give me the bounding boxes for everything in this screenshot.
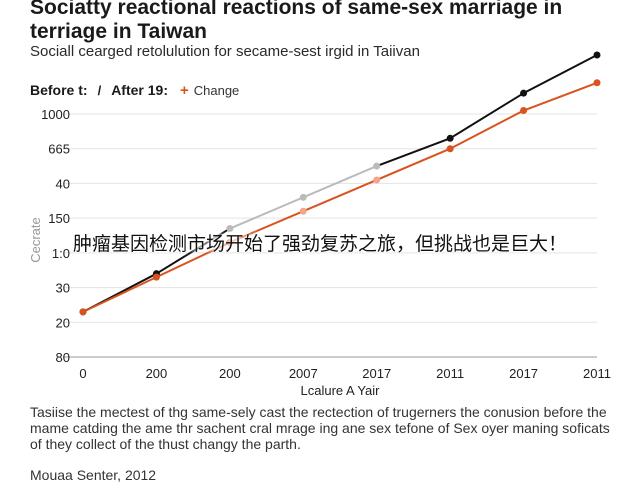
- data-point: [520, 107, 528, 115]
- y-axis-label: Cecrate: [28, 217, 43, 263]
- data-point: [226, 238, 234, 246]
- y-tick-label: 30: [56, 281, 70, 296]
- chart-title: Sociatty reactional reactions of same-se…: [30, 0, 563, 43]
- x-tick-label: 2007: [289, 366, 318, 381]
- y-tick-label: 150: [48, 211, 70, 226]
- data-point: [446, 145, 454, 153]
- y-tick-label: 80: [56, 350, 70, 365]
- legend-after-label: After 19:: [111, 82, 168, 98]
- y-tick-label: 1:0: [52, 246, 70, 261]
- legend-change-marker-icon: +: [179, 81, 189, 99]
- series-line-segment: [155, 241, 231, 279]
- series-line-segment: [155, 227, 231, 275]
- chart-caption: Tasiise the mectest of thg same-sely cas…: [30, 404, 610, 452]
- data-point: [373, 162, 381, 170]
- data-point: [593, 79, 601, 87]
- series-line-segment: [375, 137, 452, 168]
- legend: Before t: / After 19: + Change: [30, 80, 239, 100]
- series-line-segment: [82, 276, 158, 313]
- series-line-segment: [302, 178, 378, 213]
- x-tick-label: 200: [219, 366, 241, 381]
- series-line-segment: [228, 210, 305, 244]
- series-line-segment: [522, 81, 598, 112]
- chart-source: Mouaa Senter, 2012: [30, 467, 157, 483]
- data-point: [299, 207, 307, 215]
- data-point: [593, 51, 601, 59]
- chart-subtitle: Sociall cearged retolulution for secame-…: [30, 43, 420, 60]
- data-point: [152, 273, 160, 281]
- overlay-banner-text: 肿瘤基因检测市场开始了强劲复苏之旅，但挑战也是巨大！: [72, 233, 567, 255]
- data-point: [446, 134, 454, 142]
- y-tick-label: 40: [56, 176, 70, 191]
- legend-before-label: Before t:: [30, 82, 88, 98]
- y-tick-label: 1000: [41, 107, 70, 122]
- data-point: [520, 89, 528, 97]
- x-tick-label: 2011: [583, 366, 611, 381]
- series-line-segment: [302, 165, 378, 199]
- x-tick-label: 2011: [436, 366, 464, 381]
- series-line-segment: [449, 109, 525, 150]
- legend-change-label: Change: [193, 82, 240, 98]
- x-tick-label: 2017: [362, 366, 391, 381]
- x-tick-label: 2017: [509, 366, 538, 381]
- series-line-segment: [228, 196, 305, 230]
- x-axis-label: Lcalure A Yair: [300, 383, 380, 398]
- data-point: [373, 176, 381, 184]
- x-tick-label: 200: [146, 366, 168, 381]
- y-tick-label: 665: [48, 142, 70, 157]
- series-line-segment: [375, 147, 452, 181]
- series-line-segment: [449, 92, 525, 140]
- data-point: [79, 308, 87, 316]
- legend-separator: /: [97, 82, 102, 98]
- data-point: [299, 193, 307, 201]
- series-line-segment: [522, 53, 598, 95]
- x-tick-label: 0: [79, 366, 86, 381]
- data-point: [226, 225, 234, 233]
- y-tick-label: 20: [56, 315, 70, 330]
